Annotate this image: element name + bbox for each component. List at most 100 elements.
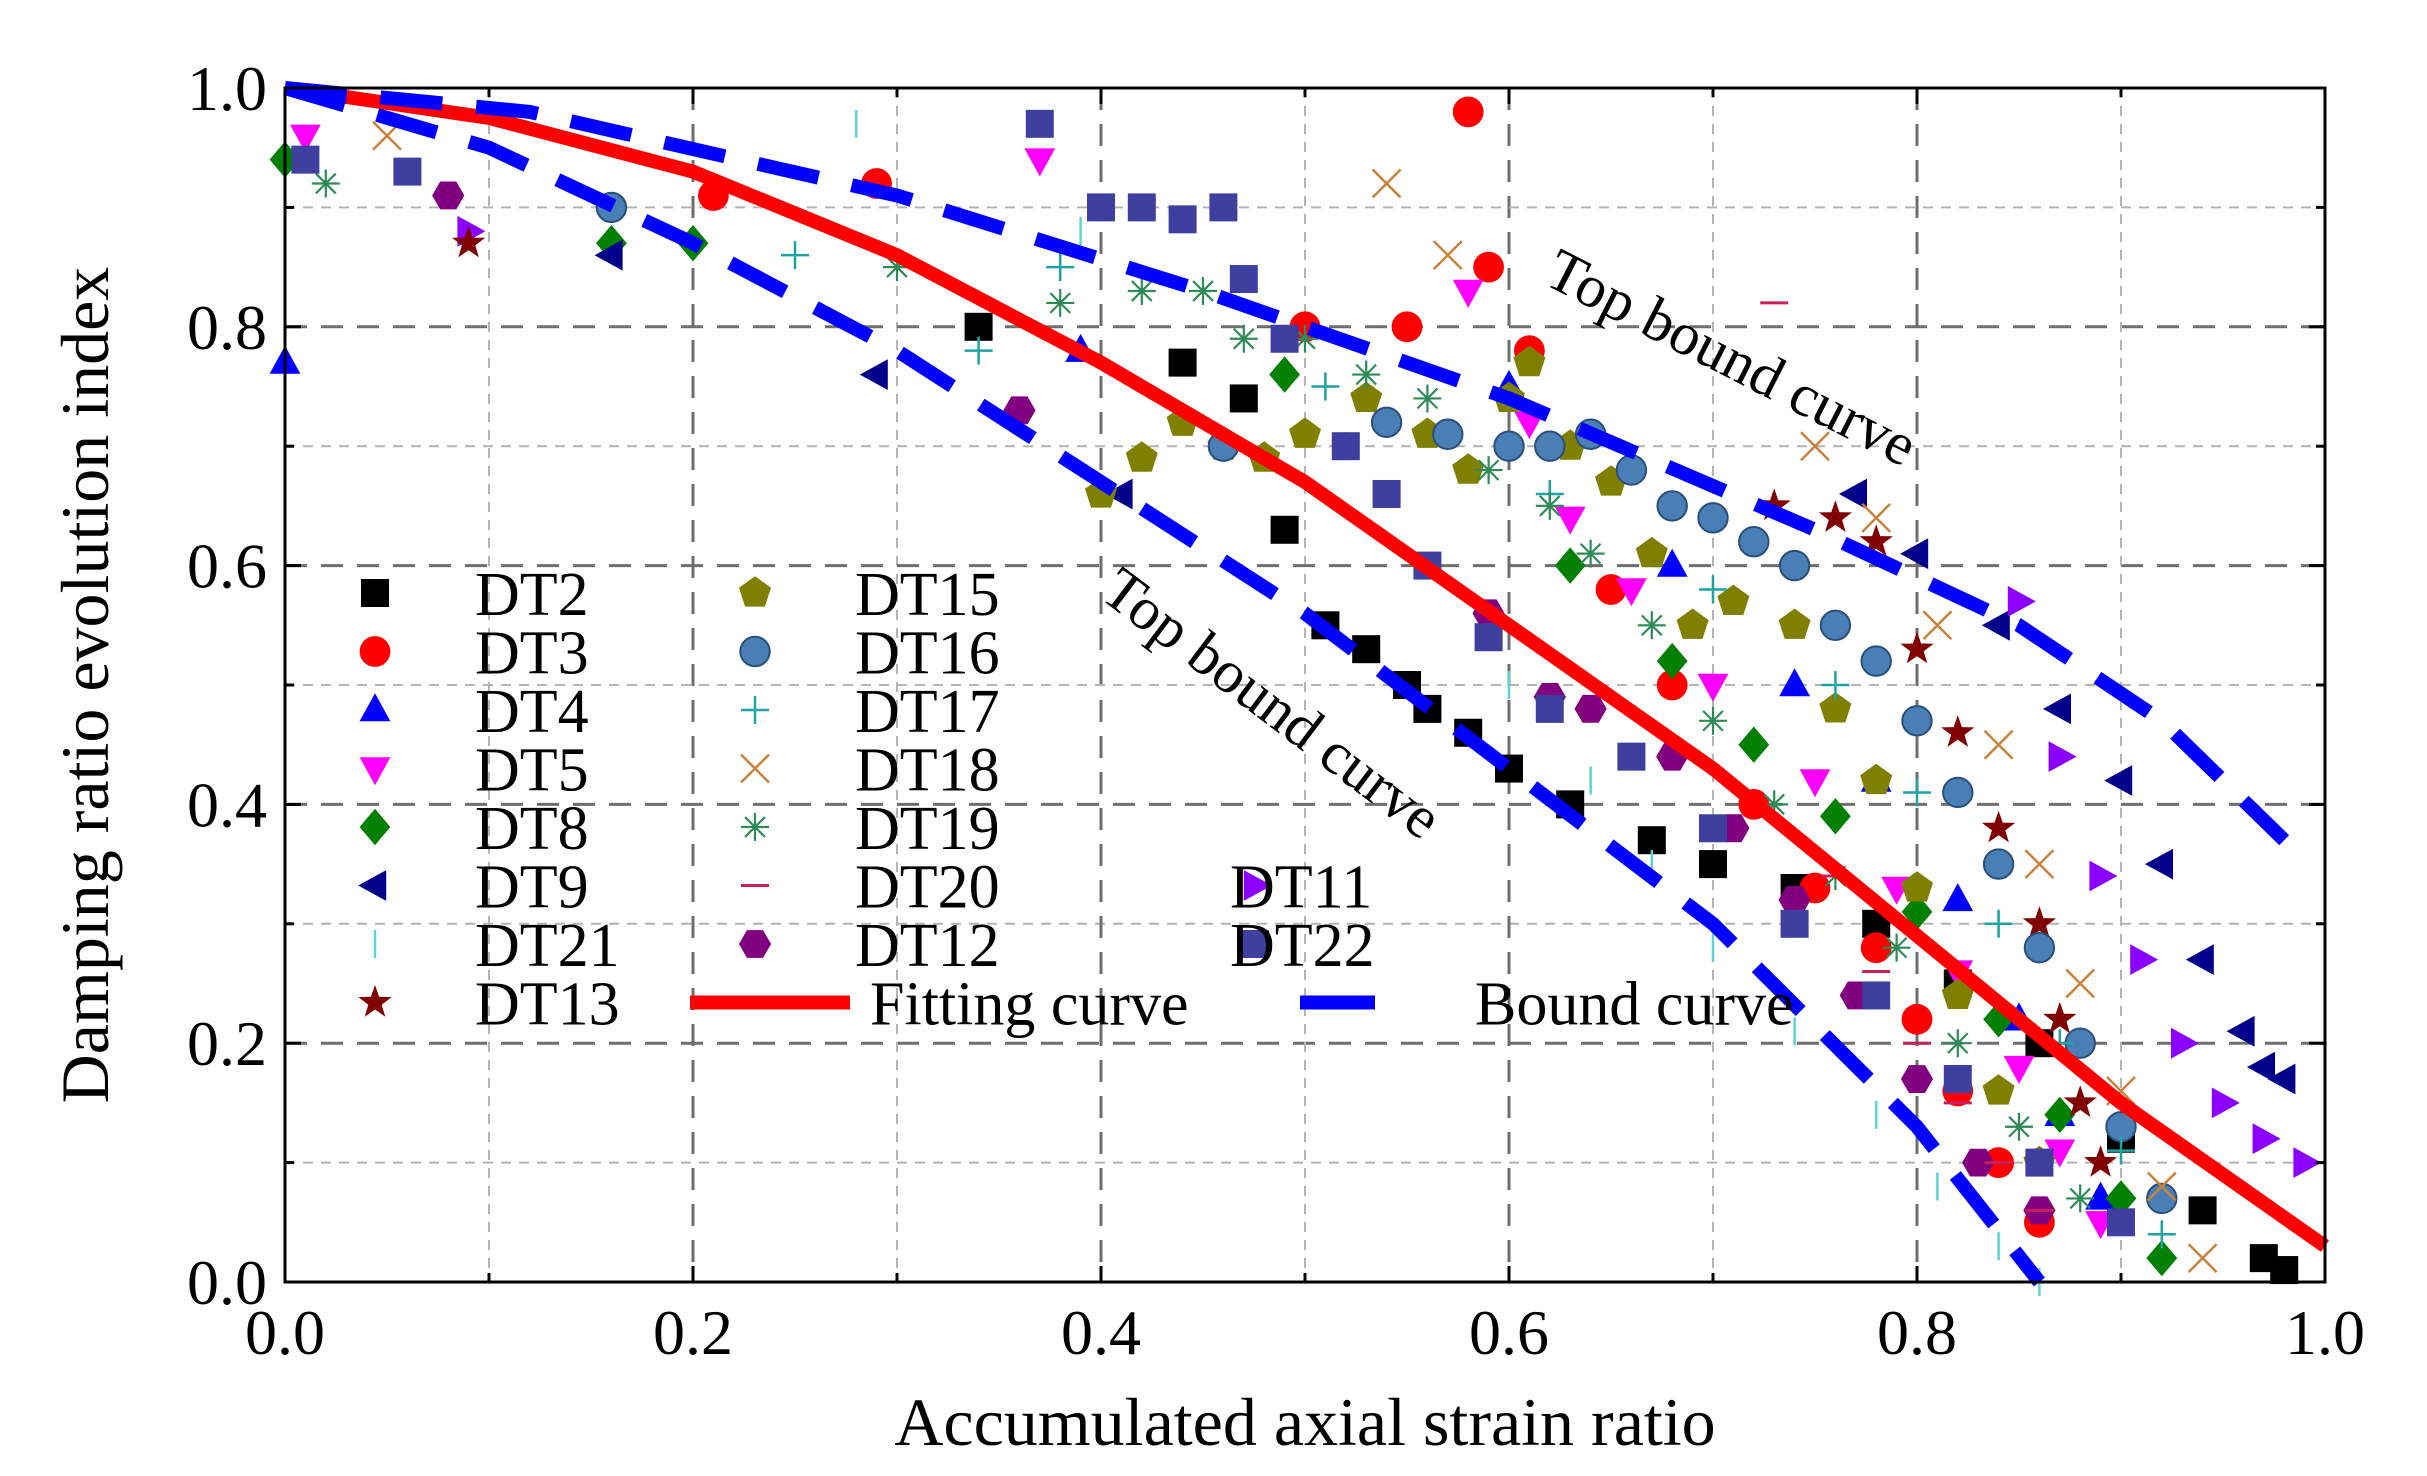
data-point-dt19 [1882, 933, 1911, 962]
data-point-dt15 [1676, 608, 1709, 639]
data-point-dt19 [883, 253, 911, 282]
data-point-dt13 [2084, 1145, 2118, 1177]
data-point-dt18 [1922, 610, 1953, 641]
data-point-dt22 [2107, 1208, 2135, 1237]
series-fitting-curve [283, 81, 2330, 1252]
data-point-dt17 [1699, 575, 1727, 604]
data-point-dt15 [1860, 763, 1893, 795]
y-tick-label: 0.0 [187, 1247, 267, 1318]
data-point-dt16 [1656, 490, 1688, 522]
data-point-dt15 [1452, 453, 1485, 484]
data-point-dt2 [964, 312, 993, 341]
data-point-dt2 [2270, 1256, 2299, 1285]
data-point-dt8 [2146, 1239, 2178, 1277]
data-point-dt5 [1024, 148, 1056, 177]
legend-label-dt11: DT11 [1230, 854, 1372, 922]
data-point-dt17 [964, 336, 993, 365]
data-point-dt3 [1391, 311, 1423, 343]
data-point-dt8 [2105, 1180, 2137, 1217]
data-point-dt16 [2023, 931, 2056, 964]
data-point-dt17 [1311, 372, 1340, 401]
data-point-dt17 [1821, 671, 1850, 699]
data-point-dt18 [1371, 168, 1402, 199]
data-point-dt8 [1820, 798, 1851, 835]
data-point-dt22 [1372, 479, 1401, 508]
data-point-dt22 [1474, 623, 1503, 652]
series-dt20 [1760, 301, 2054, 1212]
data-point-dt19 [1474, 456, 1503, 485]
legend-item-dt12: DT12 [738, 912, 1000, 980]
x-tick-label: 0.0 [245, 1297, 325, 1368]
data-point-dt16 [1942, 776, 1974, 809]
data-point-dt16 [2146, 1182, 2178, 1215]
data-point-dt3 [1656, 669, 1688, 701]
legend-label-dt9: DT9 [475, 854, 589, 922]
data-point-dt5 [2044, 1139, 2076, 1168]
data-point-dt13 [2043, 1001, 2077, 1034]
legend-label-dt19: DT19 [855, 795, 1000, 863]
data-point-dt4 [1779, 668, 1810, 697]
data-point-dt15 [1901, 871, 1933, 902]
legend-item-dt9: DT9 [358, 854, 589, 922]
line-bound-curve [284, 81, 2290, 846]
data-point-dt17 [1984, 909, 2013, 938]
x-tick-label: 0.8 [1877, 1297, 1957, 1368]
data-point-dt16 [1697, 502, 1729, 534]
legend-label-bound-curve: Bound curve [1475, 971, 1794, 1039]
data-point-dt15 [1717, 584, 1750, 615]
data-point-dt3 [1473, 251, 1504, 283]
data-point-dt8 [1554, 547, 1586, 584]
legend-swatch-dt19 [741, 813, 769, 841]
legend-item-dt21: DT21 [373, 912, 620, 980]
data-point-dt19 [1413, 384, 1442, 413]
data-point-dt19 [1699, 706, 1727, 735]
data-point-dt12 [432, 181, 465, 210]
legend-item-dt20: DT20 [741, 854, 1000, 922]
legend-item-dt16: DT16 [739, 620, 1000, 688]
data-point-dt22 [1087, 193, 1115, 222]
data-point-dt4 [1942, 883, 1974, 912]
data-point-dt13 [452, 225, 486, 258]
legend-swatch-dt5 [359, 757, 391, 786]
series-dt18 [372, 120, 2218, 1274]
legend-swatch-dt2 [361, 579, 389, 607]
data-point-dt18 [2146, 1171, 2177, 1202]
data-point-dt5 [1799, 769, 1831, 798]
data-point-dt16 [1432, 418, 1464, 450]
data-point-dt19 [1046, 288, 1075, 317]
data-point-dt11 [2130, 944, 2159, 975]
data-point-dt19 [1576, 539, 1605, 568]
data-point-dt22 [1127, 193, 1156, 222]
data-point-dt16 [1860, 645, 1892, 677]
legend-swatch-dt18 [740, 753, 770, 784]
data-point-dt13 [2022, 906, 2056, 938]
data-point-dt5 [1554, 506, 1586, 535]
legend-swatch-dt9 [358, 870, 387, 901]
data-point-dt11 [2252, 1123, 2281, 1155]
data-point-dt13 [1941, 715, 1975, 747]
data-point-dt12 [1778, 886, 1811, 914]
data-point-dt2 [1699, 850, 1727, 879]
data-point-dt18 [1800, 431, 1830, 462]
data-point-dt22 [1535, 694, 1564, 723]
data-point-dt16 [1370, 406, 1403, 439]
data-point-dt16 [1819, 609, 1852, 641]
y-tick-label: 0.4 [187, 769, 267, 840]
data-point-dt19 [2005, 1112, 2033, 1141]
data-point-dt12 [1900, 1065, 1934, 1093]
legend-swatch-dt4 [359, 693, 391, 722]
data-point-dt3 [1901, 1003, 1933, 1035]
data-point-dt16 [1982, 848, 2015, 880]
data-point-dt15 [1635, 536, 1668, 568]
legend-label-dt18: DT18 [855, 737, 1000, 805]
x-axis-title: Accumulated axial strain ratio [894, 1384, 1715, 1460]
data-point-dt11 [2211, 1087, 2240, 1119]
data-point-dt9 [2247, 1051, 2275, 1083]
legend-swatch-dt16 [739, 635, 771, 668]
data-point-dt22 [2025, 1148, 2054, 1177]
legend-swatch-dt15 [739, 576, 771, 607]
data-point-dt19 [1535, 491, 1564, 520]
data-point-dt4 [1656, 548, 1688, 577]
data-point-dt17 [1903, 778, 1931, 807]
